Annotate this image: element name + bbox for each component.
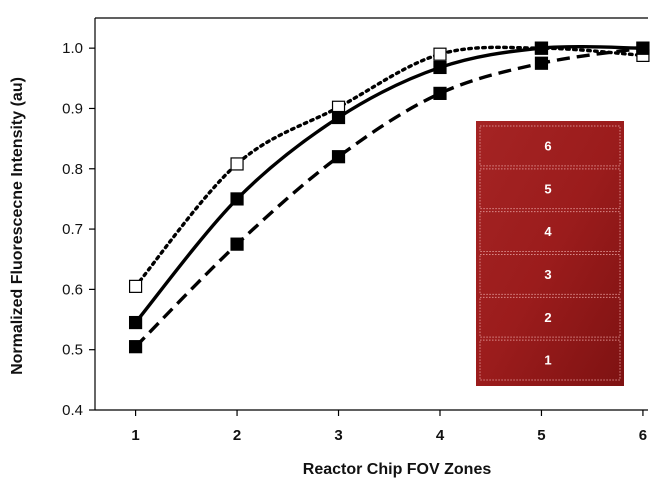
x-tick-label: 4 [436,427,445,444]
chip-zone-band [479,296,621,338]
data-point-solid [534,41,549,55]
chip-zone-band [479,339,621,381]
chip-zone-label: 3 [544,267,551,282]
chip-zone-band [479,168,621,210]
x-tick-label: 2 [233,427,241,444]
y-axis-title: Normalized Fluorescecne Intensity (au) [9,77,26,375]
x-tick-label: 3 [334,427,342,444]
data-point-dashed [230,237,244,251]
chip-zone-label: 5 [544,181,551,196]
chip-zone-band [479,211,621,253]
x-axis-title: Reactor Chip FOV Zones [303,461,492,478]
data-point-dashed [331,150,346,164]
y-tick-label: 0.5 [62,342,83,359]
chip-zone-band [479,125,621,167]
data-point-solid [230,192,244,206]
data-point-dashed [433,86,447,100]
series-group [128,41,650,354]
chip-zone-band [479,254,621,295]
data-point-solid [331,110,346,125]
y-tick-label: 0.8 [62,161,83,178]
data-point-dashed [636,41,650,55]
chip-background [476,121,624,386]
y-tick-label: 0.7 [62,221,83,238]
y-tick-label: 0.9 [62,100,83,117]
y-tick-label: 1.0 [62,40,83,57]
data-point-solid [128,315,143,330]
y-tick-label: 0.6 [62,281,83,298]
x-tick-label: 6 [639,427,647,444]
data-point-dashed [128,340,143,354]
x-tick-label: 5 [537,427,545,444]
data-point-dotted [230,157,244,171]
axes: 0.4 0.5 0.6 0.7 0.8 0.9 1.0 1 2 3 4 5 6 [62,17,648,444]
data-point-dotted [128,279,143,293]
chip-zone-label: 2 [544,310,551,325]
y-tick-label: 0.4 [62,402,83,419]
x-tick-label: 1 [131,427,139,444]
chip-zone-label: 1 [544,353,551,368]
data-point-solid [433,60,447,75]
data-point-dotted [433,47,447,61]
data-point-dashed [534,56,549,70]
reactor-chip-inset: 6 5 4 3 2 1 [476,121,624,386]
chip-zone-label: 4 [544,224,552,239]
chip-zone-label: 6 [544,138,551,153]
